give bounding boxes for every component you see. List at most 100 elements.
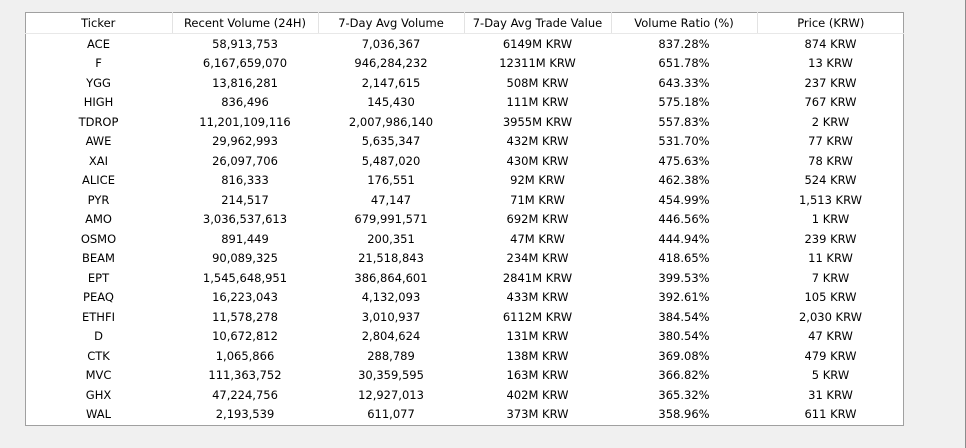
avg-trade-value-cell: 6112M KRW [502, 309, 573, 324]
volume-ratio-cell: 531.70% [658, 134, 710, 149]
ticker-cell: EPT [87, 270, 110, 285]
recent-volume-cell: 26,097,706 [212, 153, 278, 168]
table-row[interactable]: WAL 2,193,539 611,077 373M KRW 358.96% 611 KR… [25, 405, 904, 425]
volume-ratio-cell: 399.53% [658, 270, 710, 285]
table-row[interactable]: PYR 214,517 47,147 71M KRW 454.99% 1,513 KRW [25, 190, 904, 210]
avg-trade-value-cell: 432M KRW [506, 134, 569, 149]
avg-trade-value-cell: 402M KRW [506, 387, 569, 402]
ticker-cell: OSMO [80, 231, 117, 246]
volume-ratio-cell: 643.33% [658, 75, 710, 90]
table-row[interactable]: ETHFI 11,578,278 3,010,937 6112M KRW 384.54%… [25, 307, 904, 327]
avg-volume-cell: 2,007,986,140 [348, 114, 434, 129]
price-cell: 767 KRW [804, 95, 857, 110]
volume-ratio-cell: 365.32% [658, 387, 710, 402]
table-row[interactable]: HIGH 836,496 145,430 111M KRW 575.18% 767 KRW [25, 93, 904, 113]
results-table-panel: Ticker Recent Volume (24H) 7-Day Avg Vol… [25, 12, 904, 426]
ticker-cell: YGG [86, 75, 111, 90]
recent-volume-cell: 214,517 [221, 192, 269, 207]
table-row[interactable]: AMO 3,036,537,613 679,991,571 692M KRW 446.5… [25, 210, 904, 230]
column-header-recent-volume[interactable]: Recent Volume (24H) [172, 12, 319, 34]
avg-volume-cell: 30,359,595 [358, 368, 424, 383]
column-header-ticker[interactable]: Ticker [25, 12, 173, 34]
recent-volume-cell: 47,224,756 [212, 387, 278, 402]
avg-volume-cell: 611,077 [367, 407, 415, 422]
table-row[interactable]: D 10,672,812 2,804,624 131M KRW 380.54% 47 KR… [25, 327, 904, 347]
column-header-volume-ratio[interactable]: Volume Ratio (%) [611, 12, 758, 34]
recent-volume-cell: 891,449 [221, 231, 269, 246]
price-cell: 5 KRW [811, 368, 850, 383]
table-row[interactable]: TDROP 11,201,109,116 2,007,986,140 3955M KR… [25, 112, 904, 132]
recent-volume-cell: 11,201,109,116 [199, 114, 291, 129]
ticker-cell: ALICE [82, 173, 115, 188]
table-row[interactable]: F 6,167,659,070 946,284,232 12311M KRW 651.7… [25, 54, 904, 74]
avg-volume-cell: 47,147 [370, 192, 412, 207]
volume-ratio-cell: 418.65% [658, 251, 710, 266]
avg-trade-value-cell: 692M KRW [506, 212, 569, 227]
avg-trade-value-cell: 131M KRW [506, 329, 569, 344]
avg-volume-cell: 3,010,937 [361, 309, 421, 324]
ticker-cell: AMO [85, 212, 112, 227]
table-row[interactable]: ALICE 816,333 176,551 92M KRW 462.38% 524 KRW [25, 171, 904, 191]
table-row[interactable]: ACE 58,913,753 7,036,367 6149M KRW 837.28% 87… [25, 34, 904, 54]
table-row[interactable]: BEAM 90,089,325 21,518,843 234M KRW 418.65% 1… [25, 249, 904, 269]
column-header-7day-avg-trade-value[interactable]: 7-Day Avg Trade Value [464, 12, 612, 34]
table-row[interactable]: YGG 13,816,281 2,147,615 508M KRW 643.33% 237… [25, 73, 904, 93]
price-cell: 78 KRW [808, 153, 853, 168]
price-cell: 31 KRW [808, 387, 853, 402]
recent-volume-cell: 836,496 [221, 95, 269, 110]
recent-volume-cell: 1,065,866 [215, 348, 275, 363]
avg-volume-cell: 176,551 [367, 173, 415, 188]
ticker-cell: PEAQ [83, 290, 114, 305]
avg-volume-cell: 679,991,571 [354, 212, 428, 227]
price-cell: 2 KRW [811, 114, 850, 129]
ticker-cell: F [95, 56, 102, 71]
table-row[interactable]: GHX 47,224,756 12,927,013 402M KRW 365.32% 31… [25, 385, 904, 405]
table-row[interactable]: AWE 29,962,993 5,635,347 432M KRW 531.70% 77 … [25, 132, 904, 152]
ticker-cell: MVC [85, 368, 112, 383]
volume-ratio-cell: 392.61% [658, 290, 710, 305]
table-row[interactable]: EPT 1,545,648,951 386,864,601 2841M KRW 399.… [25, 268, 904, 288]
recent-volume-cell: 16,223,043 [212, 290, 278, 305]
table-row[interactable]: XAI 26,097,706 5,487,020 430M KRW 475.63% 78 … [25, 151, 904, 171]
volume-ratio-cell: 384.54% [658, 309, 710, 324]
table-row[interactable]: MVC 111,363,752 30,359,595 163M KRW 366.82% 5… [25, 366, 904, 386]
recent-volume-cell: 58,913,753 [212, 36, 278, 51]
avg-volume-cell: 4,132,093 [361, 290, 421, 305]
table-body: ACE 58,913,753 7,036,367 6149M KRW 837.28% 87… [25, 34, 904, 425]
avg-volume-cell: 145,430 [367, 95, 415, 110]
table-row[interactable]: CTK 1,065,866 288,789 138M KRW 369.08% 479 KR… [25, 346, 904, 366]
price-cell: 11 KRW [808, 251, 853, 266]
price-cell: 47 KRW [808, 329, 853, 344]
price-cell: 77 KRW [808, 134, 853, 149]
recent-volume-cell: 1,545,648,951 [202, 270, 288, 285]
volume-ratio-cell: 475.63% [658, 153, 710, 168]
avg-trade-value-cell: 138M KRW [506, 348, 569, 363]
volume-ratio-cell: 462.38% [658, 173, 710, 188]
price-cell: 13 KRW [808, 56, 853, 71]
avg-volume-cell: 946,284,232 [354, 56, 428, 71]
table-row[interactable]: OSMO 891,449 200,351 47M KRW 444.94% 239 KRW [25, 229, 904, 249]
ticker-cell: CTK [87, 348, 110, 363]
volume-ratio-cell: 366.82% [658, 368, 710, 383]
volume-ratio-cell: 444.94% [658, 231, 710, 246]
volume-ratio-table: Ticker Recent Volume (24H) 7-Day Avg Vol… [25, 12, 904, 424]
ticker-cell: WAL [85, 407, 112, 422]
recent-volume-cell: 13,816,281 [212, 75, 278, 90]
price-cell: 2,030 KRW [798, 309, 862, 324]
price-cell: 105 KRW [804, 290, 857, 305]
recent-volume-cell: 11,578,278 [212, 309, 278, 324]
price-cell: 7 KRW [811, 270, 850, 285]
column-header-price[interactable]: Price (KRW) [757, 12, 904, 34]
volume-ratio-cell: 837.28% [658, 36, 710, 51]
ticker-cell: D [94, 329, 103, 344]
recent-volume-cell: 3,036,537,613 [202, 212, 288, 227]
avg-volume-cell: 21,518,843 [358, 251, 424, 266]
table-row[interactable]: PEAQ 16,223,043 4,132,093 433M KRW 392.61% 10… [25, 288, 904, 308]
avg-trade-value-cell: 71M KRW [510, 192, 565, 207]
price-cell: 874 KRW [804, 36, 857, 51]
column-header-7day-avg-volume[interactable]: 7-Day Avg Volume [318, 12, 465, 34]
recent-volume-cell: 90,089,325 [212, 251, 278, 266]
avg-trade-value-cell: 234M KRW [506, 251, 569, 266]
volume-ratio-cell: 380.54% [658, 329, 710, 344]
avg-volume-cell: 12,927,013 [358, 387, 424, 402]
